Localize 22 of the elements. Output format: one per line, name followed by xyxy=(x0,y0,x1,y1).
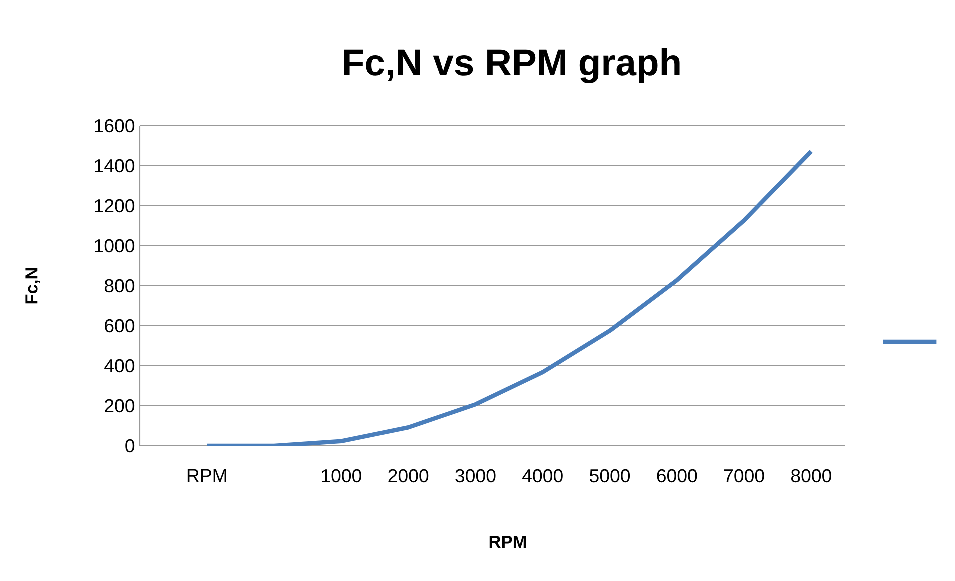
y-tick-label: 800 xyxy=(104,279,135,293)
y-tick-label: 0 xyxy=(126,439,135,453)
y-tick-label: 1200 xyxy=(95,199,135,213)
y-tick-label: 200 xyxy=(105,399,135,413)
y-tick-label: 600 xyxy=(105,319,135,333)
y-axis-title: Fc,N xyxy=(26,268,40,304)
x-tick-label: 1000 xyxy=(322,469,362,483)
y-tick-label: 400 xyxy=(104,359,135,373)
chart-title: Fc,N vs RPM graph xyxy=(344,48,680,84)
x-tick-label: RPM xyxy=(188,469,226,482)
x-tick-label: 8000 xyxy=(791,469,832,483)
x-axis-title: RPM xyxy=(490,536,526,548)
x-tick-label: 5000 xyxy=(590,469,630,483)
x-tick-label: 2000 xyxy=(388,469,429,483)
y-tick-label: 1600 xyxy=(95,119,135,133)
x-tick-label: 7000 xyxy=(724,469,764,483)
x-tick-label: 4000 xyxy=(522,469,563,483)
line-series xyxy=(205,149,814,446)
y-tick-label: 1400 xyxy=(95,159,135,173)
x-tick-label: 6000 xyxy=(657,469,698,483)
x-tick-label: 3000 xyxy=(456,469,496,483)
y-tick-label: 1000 xyxy=(95,239,135,253)
